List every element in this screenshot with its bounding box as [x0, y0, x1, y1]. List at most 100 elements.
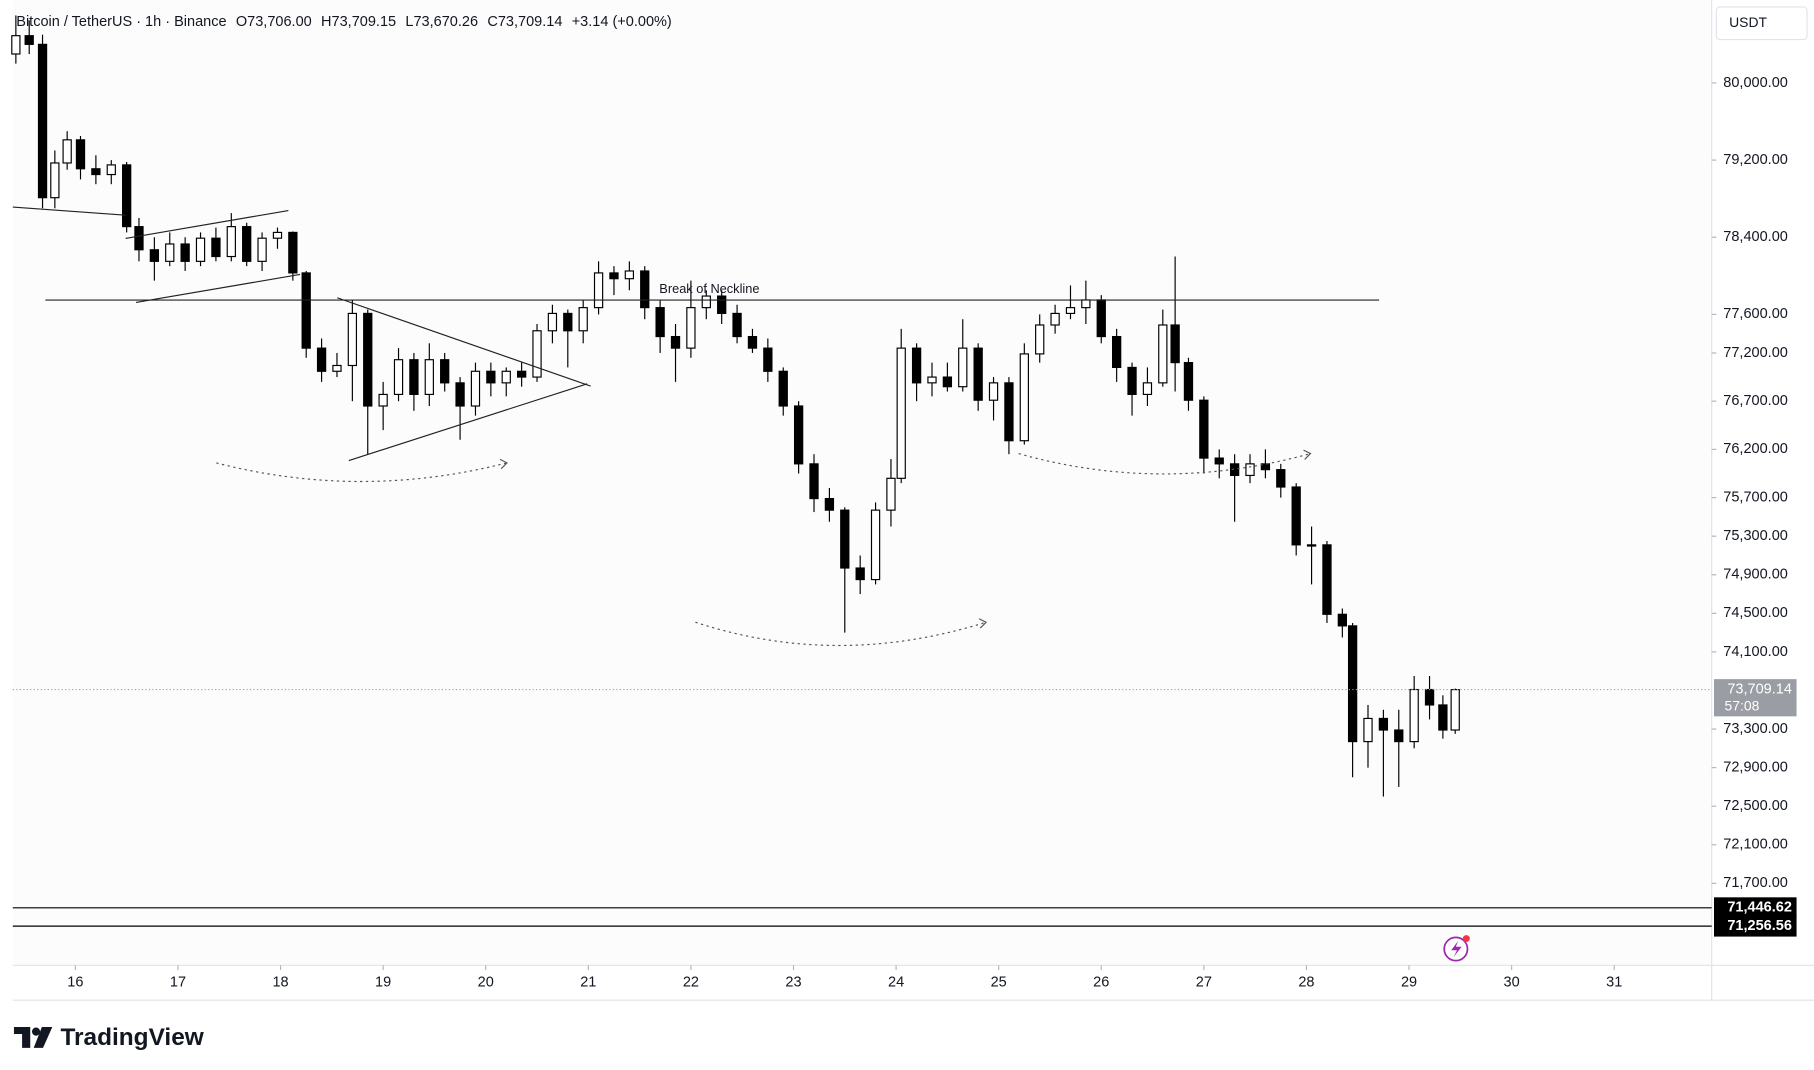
- last-price-label: 73,709.14: [1727, 681, 1792, 697]
- candle-body: [1276, 469, 1286, 488]
- candle-body: [50, 162, 60, 199]
- candle-body: [195, 237, 206, 262]
- currency-box[interactable]: [1715, 6, 1808, 41]
- candle-body: [763, 347, 773, 372]
- y-tick-label: 74,500.00: [1723, 605, 1788, 621]
- x-tick-label: 16: [67, 975, 83, 991]
- candle-body: [927, 376, 937, 384]
- x-tick-label: 18: [272, 975, 288, 991]
- candle-body: [486, 370, 496, 384]
- legend-value: +3.14 (+0.00%): [572, 14, 672, 30]
- y-tick-label: 76,700.00: [1723, 393, 1788, 409]
- candle-body: [91, 168, 101, 176]
- candle-body: [1363, 717, 1373, 743]
- candle-body: [793, 405, 804, 465]
- candles: [11, 15, 1460, 797]
- candle-body: [942, 376, 953, 388]
- candle-body: [1096, 299, 1106, 338]
- ohlc-legend: O73,706.00 H73,709.15 L73,670.26 C73,709.14…: [236, 14, 672, 30]
- time-axis: 16 17 18 19 20 21 22 23 24 25 26 27 28 29 30 31: [67, 965, 1622, 991]
- drawings: [12, 206, 1380, 647]
- y-tick-label: 75,700.00: [1723, 489, 1788, 505]
- y-tick-label: 77,200.00: [1723, 345, 1788, 361]
- price-label: 71,256.56: [1727, 918, 1792, 934]
- candle-body: [896, 347, 906, 479]
- candle-body: [1004, 382, 1014, 442]
- candle-body: [1127, 366, 1137, 396]
- candle-body: [1245, 463, 1255, 477]
- channel-line: [135, 273, 301, 303]
- candle-body: [563, 312, 573, 332]
- candle-body: [958, 347, 968, 388]
- y-tick-label: 78,400.00: [1723, 229, 1788, 245]
- x-tick-label: 29: [1401, 975, 1417, 991]
- alert-dot: [1462, 935, 1470, 943]
- candle-body: [424, 359, 434, 396]
- x-tick-label: 21: [580, 975, 596, 991]
- candle-body: [516, 370, 527, 378]
- candle-body: [1214, 457, 1224, 465]
- candle-body: [1065, 307, 1076, 314]
- candle-body: [24, 35, 34, 45]
- candle-body: [1322, 544, 1332, 615]
- candle-body: [455, 382, 465, 407]
- price-label: 71,446.62: [1727, 900, 1792, 916]
- curve-arrow: [1018, 453, 1311, 475]
- candle-body: [470, 370, 481, 407]
- candle-body: [1260, 463, 1271, 471]
- candle-body: [640, 270, 650, 309]
- candle-body: [1450, 689, 1460, 731]
- x-tick-label: 19: [375, 975, 391, 991]
- candle-body: [1378, 717, 1389, 731]
- candle-body: [547, 312, 558, 332]
- candle-body: [37, 43, 48, 199]
- candle-body: [122, 164, 132, 228]
- candle-body: [378, 393, 388, 407]
- annotation: Break of Neckline: [659, 281, 759, 296]
- candle-body: [747, 335, 758, 349]
- candle-body: [655, 307, 665, 338]
- legend-value: C73,709.14: [487, 14, 562, 30]
- trendline: [12, 206, 126, 216]
- y-tick-label: 79,200.00: [1723, 152, 1788, 168]
- triangle-line: [348, 383, 588, 462]
- x-tick-label: 30: [1504, 975, 1520, 991]
- price-axis: 80,000.00 79,200.00 78,400.00 77,600.00 77,2…: [1711, 75, 1788, 891]
- arrow-head: [499, 458, 508, 470]
- candle-body: [149, 249, 160, 262]
- candle-body: [1424, 688, 1435, 706]
- curve-arrow: [695, 621, 987, 647]
- candle-body: [778, 370, 788, 407]
- candle-body: [701, 295, 711, 309]
- candle-body: [578, 307, 588, 332]
- y-tick-label: 80,000.00: [1723, 75, 1788, 91]
- brand: TradingView: [60, 1024, 204, 1051]
- candle-body: [1081, 299, 1091, 309]
- candle-body: [316, 347, 327, 372]
- candle-body: [211, 237, 221, 258]
- x-tick-label: 28: [1298, 975, 1314, 991]
- candle-body: [1112, 335, 1122, 369]
- y-tick-label: 77,600.00: [1723, 306, 1788, 322]
- x-tick-label: 17: [170, 975, 186, 991]
- candle-body: [501, 370, 511, 384]
- currency[interactable]: USDT: [1729, 14, 1767, 30]
- candle-body: [106, 164, 116, 176]
- candle-body: [180, 243, 190, 262]
- candle-body: [332, 364, 342, 372]
- y-tick-label: 74,100.00: [1723, 644, 1788, 660]
- countdown: 57:08: [1724, 698, 1759, 714]
- candle-body: [347, 312, 358, 367]
- candle-body: [1306, 544, 1317, 547]
- candle-body: [1199, 399, 1209, 459]
- candle-body: [1170, 324, 1180, 364]
- triangle-line: [337, 297, 591, 387]
- candle-body: [609, 272, 619, 280]
- candle-body: [1142, 382, 1153, 396]
- arrow-head: [1303, 449, 1312, 460]
- candle-body: [1394, 729, 1404, 743]
- candle-body: [301, 272, 311, 349]
- candle-body: [717, 295, 727, 314]
